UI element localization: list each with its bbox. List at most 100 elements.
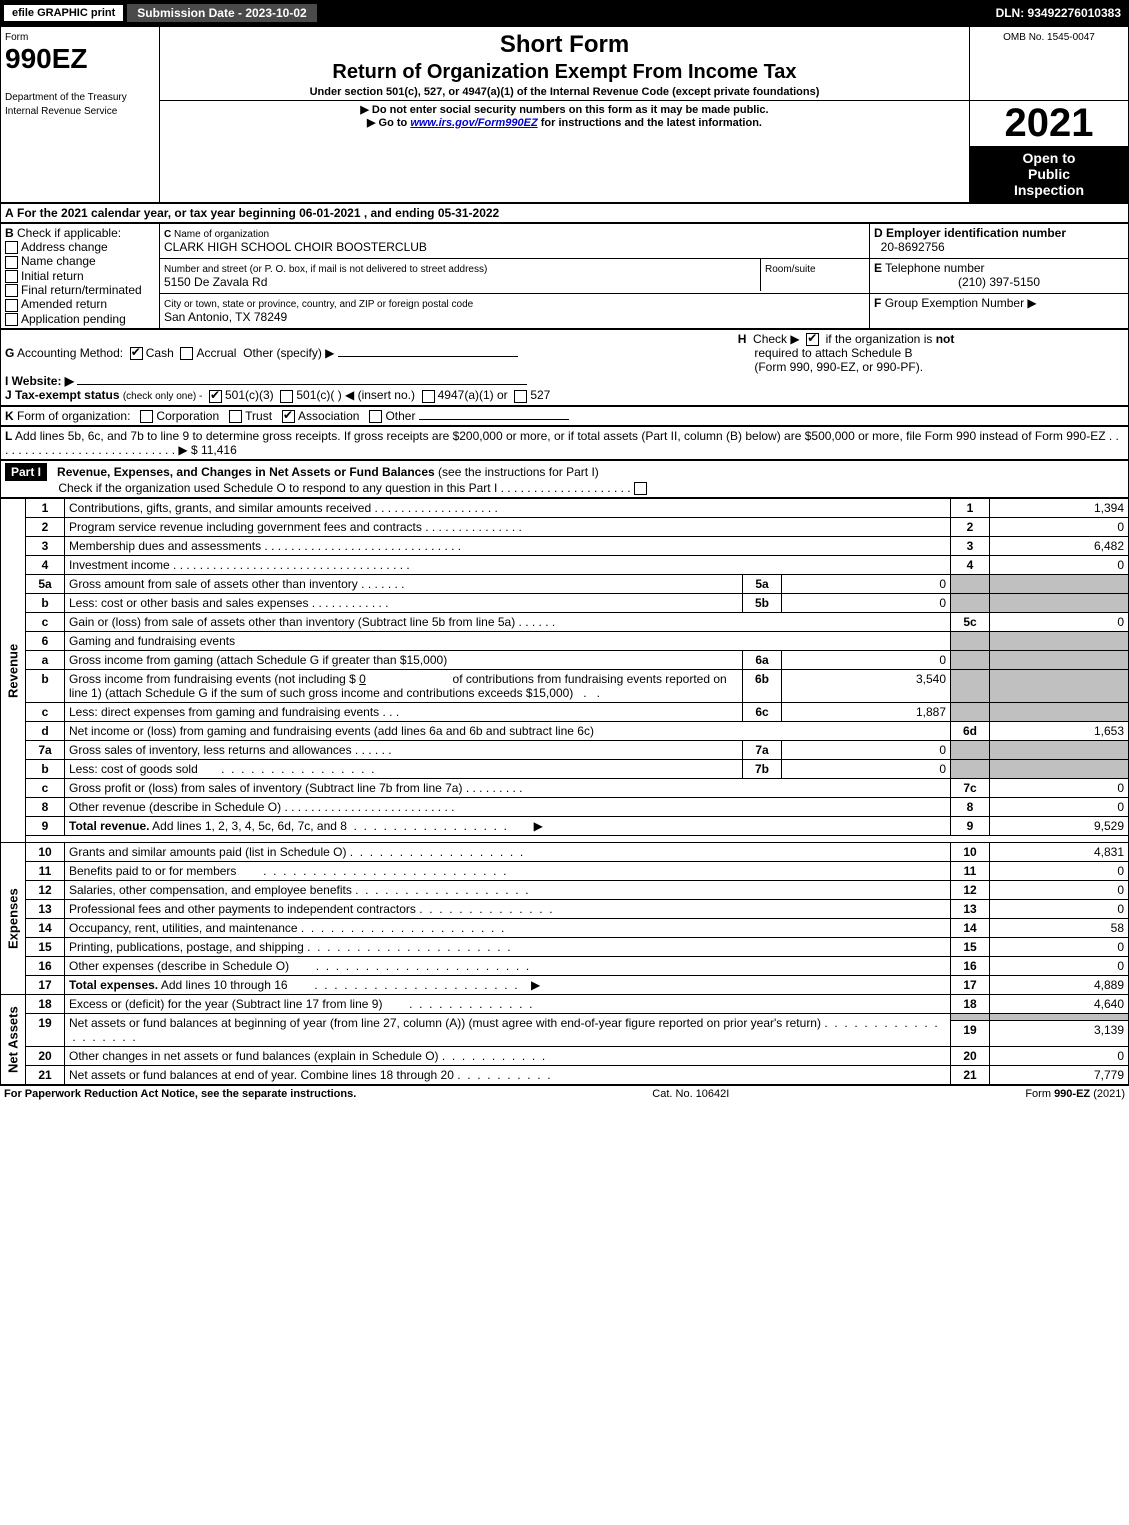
irs-link[interactable]: www.irs.gov/Form990EZ [410, 117, 537, 129]
line11-amt: 0 [990, 862, 1129, 881]
line14-amt: 58 [990, 919, 1129, 938]
insp1: Open to [1023, 150, 1076, 166]
line7b-sbox: 7b [743, 760, 782, 779]
line6b-num: b [26, 670, 65, 703]
dept-irs: Internal Revenue Service [5, 106, 117, 117]
line7a-samt: 0 [782, 741, 951, 760]
line20-desc: Other changes in net assets or fund bala… [65, 1047, 951, 1066]
line7c-amt: 0 [990, 779, 1129, 798]
footer-right: Form 990-EZ (2021) [1025, 1088, 1125, 1100]
I-label: Website: ▶ [12, 374, 74, 388]
line2-num: 2 [26, 518, 65, 537]
K-label: Form of organization: [17, 409, 130, 423]
website-line[interactable] [77, 384, 527, 385]
B-cell: B Check if applicable: Address change Na… [1, 224, 160, 329]
line5b-num: b [26, 594, 65, 613]
line17-desc: Total expenses. Add lines 10 through 16 … [65, 976, 951, 995]
line6b-sbox: 6b [743, 670, 782, 703]
opt-cash: Cash [146, 346, 174, 360]
opt-4947: 4947(a)(1) or [438, 388, 508, 402]
line7b-shade [951, 760, 990, 779]
chk-trust[interactable] [229, 410, 242, 423]
other-specify-line[interactable] [338, 356, 518, 357]
line5b-shade2 [990, 594, 1129, 613]
insp3: Inspection [1014, 182, 1084, 198]
G-label: Accounting Method: [17, 346, 123, 360]
chk-accrual[interactable] [180, 347, 193, 360]
dept-treasury: Department of the Treasury [5, 92, 127, 103]
line16-box: 16 [951, 957, 990, 976]
line7b-samt: 0 [782, 760, 951, 779]
phone-value: (210) 397-5150 [874, 275, 1124, 289]
line6c-desc: Less: direct expenses from gaming and fu… [65, 703, 743, 722]
chk-H[interactable] [806, 333, 819, 346]
line5a-shade [951, 575, 990, 594]
org-name: CLARK HIGH SCHOOL CHOIR BOOSTERCLUB [164, 240, 427, 254]
line12-box: 12 [951, 881, 990, 900]
H-text2: if the organization is [826, 332, 936, 346]
opt-527: 527 [530, 388, 550, 402]
chk-assoc[interactable] [282, 410, 295, 423]
chk-501c[interactable] [280, 390, 293, 403]
city-value: San Antonio, TX 78249 [164, 310, 287, 324]
chk-app-pending[interactable] [5, 313, 18, 326]
C-name-cell: C Name of organization CLARK HIGH SCHOOL… [160, 224, 870, 259]
line15-amt: 0 [990, 938, 1129, 957]
chk-other-org[interactable] [369, 410, 382, 423]
line6c-shade [951, 703, 990, 722]
expenses-label: Expenses [1, 843, 26, 995]
line6-desc: Gaming and fundraising events [65, 632, 951, 651]
chk-final-return[interactable] [5, 284, 18, 297]
line6-num: 6 [26, 632, 65, 651]
chk-501c3[interactable] [209, 390, 222, 403]
top-bar: efile GRAPHIC print Submission Date - 20… [0, 0, 1129, 26]
dln-label: DLN: 93492276010383 [996, 6, 1127, 20]
other-org-line[interactable] [419, 419, 569, 420]
chk-corp[interactable] [140, 410, 153, 423]
room-label: Room/suite [765, 264, 816, 275]
chk-cash[interactable] [130, 347, 143, 360]
chk-527[interactable] [514, 390, 527, 403]
chk-amended[interactable] [5, 299, 18, 312]
line12-amt: 0 [990, 881, 1129, 900]
line16-desc: Other expenses (describe in Schedule O) … [65, 957, 951, 976]
line19-shade2 [990, 1014, 1129, 1021]
return-title: Return of Organization Exempt From Incom… [164, 61, 965, 84]
F-cell: F Group Exemption Number ▶ [870, 293, 1129, 328]
line21-desc: Net assets or fund balances at end of ye… [65, 1066, 951, 1085]
opt-501c3: 501(c)(3) [225, 388, 274, 402]
line5b-samt: 0 [782, 594, 951, 613]
K-row: K Form of organization: Corporation Trus… [0, 406, 1129, 426]
line4-desc: Investment income . . . . . . . . . . . … [65, 556, 951, 575]
line5b-desc: Less: cost or other basis and sales expe… [65, 594, 743, 613]
line8-desc: Other revenue (describe in Schedule O) .… [65, 798, 951, 817]
street-label: Number and street (or P. O. box, if mail… [164, 264, 487, 275]
opt-assoc: Association [298, 409, 359, 423]
lines-table: Revenue 1 Contributions, gifts, grants, … [0, 498, 1129, 1085]
efile-print-button[interactable]: efile GRAPHIC print [4, 5, 123, 21]
line19-shade [951, 1014, 990, 1021]
line6a-sbox: 6a [743, 651, 782, 670]
line15-num: 15 [26, 938, 65, 957]
C-label: Name of organization [174, 229, 269, 240]
part-I-note: (see the instructions for Part I) [438, 465, 599, 479]
line6c-sbox: 6c [743, 703, 782, 722]
line15-box: 15 [951, 938, 990, 957]
part-I-check-text: Check if the organization used Schedule … [58, 481, 497, 495]
line6d-amt: 1,653 [990, 722, 1129, 741]
netassets-label: Net Assets [1, 995, 26, 1085]
topbar-left: efile GRAPHIC print Submission Date - 20… [2, 2, 317, 24]
opt-trust: Trust [245, 409, 272, 423]
chk-initial-return[interactable] [5, 270, 18, 283]
part-I-label: Part I [5, 463, 47, 481]
opt-accrual: Accrual [196, 346, 236, 360]
chk-4947[interactable] [422, 390, 435, 403]
chk-address-change[interactable] [5, 241, 18, 254]
H-text3: required to attach Schedule B [754, 346, 912, 360]
line2-box: 2 [951, 518, 990, 537]
line6b-shade2 [990, 670, 1129, 703]
chk-name-change[interactable] [5, 256, 18, 269]
line21-num: 21 [26, 1066, 65, 1085]
chk-schedule-o[interactable] [634, 482, 647, 495]
opt-address-change: Address change [21, 240, 108, 254]
